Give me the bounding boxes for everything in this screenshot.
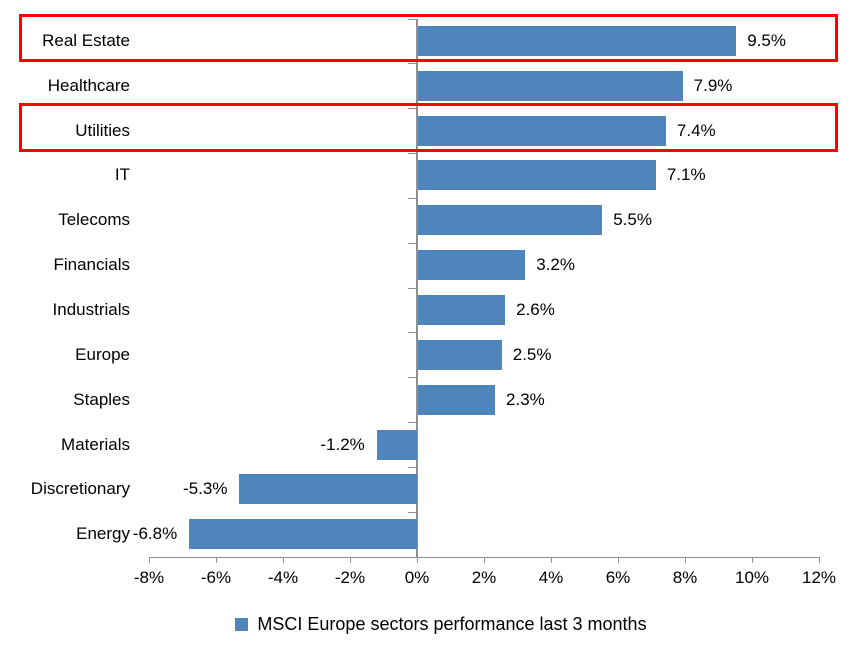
- y-axis-line: [416, 18, 418, 557]
- x-axis-tick-label: -2%: [334, 568, 366, 587]
- category-label-industrials: Industrials: [52, 300, 130, 320]
- category-label-energy: Energy: [76, 524, 130, 544]
- x-axis-tick: [618, 557, 619, 563]
- x-axis-tick: [350, 557, 351, 563]
- x-axis-tick: [216, 557, 217, 563]
- value-label-it: 7.1%: [666, 165, 706, 185]
- category-label-telecoms: Telecoms: [58, 210, 130, 230]
- highlight-box-real-estate: [19, 13, 838, 63]
- category-label-financials: Financials: [53, 255, 130, 275]
- x-axis-tick-label: 0%: [404, 568, 430, 587]
- x-axis-tick-label: -8%: [133, 568, 165, 587]
- x-axis-tick: [551, 557, 552, 563]
- bar-europe: [418, 339, 502, 370]
- x-axis-tick-label: 12%: [801, 568, 837, 587]
- bar-staples: [418, 384, 496, 415]
- category-tick: [408, 108, 416, 110]
- legend: MSCI Europe sectors performance last 3 m…: [30, 610, 852, 638]
- category-tick: [408, 332, 416, 334]
- x-axis-tick: [752, 557, 753, 563]
- legend-label: MSCI Europe sectors performance last 3 m…: [257, 613, 647, 634]
- highlight-box-utilities: [19, 103, 838, 153]
- bar-telecoms: [418, 205, 603, 236]
- bar-materials: [376, 429, 417, 460]
- x-axis-tick-label: 8%: [672, 568, 698, 587]
- category-tick: [408, 18, 416, 20]
- category-tick: [408, 153, 416, 155]
- x-axis-tick-label: 2%: [471, 568, 497, 587]
- x-axis-tick-label: -4%: [267, 568, 299, 587]
- x-axis-tick: [484, 557, 485, 563]
- bar-real-estate: [418, 25, 737, 56]
- bar-it: [418, 160, 656, 191]
- legend-swatch-icon: [235, 617, 249, 631]
- x-axis-tick-label: 10%: [734, 568, 770, 587]
- value-label-europe: 2.5%: [512, 344, 552, 364]
- value-label-financials: 3.2%: [536, 255, 575, 275]
- value-label-utilities: 7.4%: [676, 120, 716, 140]
- x-axis-tick-label: 4%: [538, 568, 564, 587]
- x-axis-tick: [685, 557, 686, 563]
- x-axis-tick-label: 6%: [605, 568, 631, 587]
- bar-industrials: [418, 295, 506, 326]
- bar-utilities: [418, 115, 666, 146]
- x-axis-tick-label: -6%: [200, 568, 232, 587]
- bar-energy: [189, 519, 417, 550]
- bar-financials: [418, 250, 526, 281]
- category-label-utilities: Utilities: [75, 120, 130, 140]
- value-label-staples: 2.3%: [506, 389, 545, 409]
- category-label-real-estate: Real Estate: [42, 30, 130, 50]
- category-label-staples: Staples: [73, 389, 130, 409]
- x-axis-tick: [819, 557, 820, 563]
- category-label-materials: Materials: [61, 434, 130, 454]
- category-tick: [408, 377, 416, 379]
- x-axis-tick: [417, 557, 418, 563]
- category-tick: [408, 422, 416, 424]
- x-axis-tick: [149, 557, 150, 563]
- bar-healthcare: [418, 70, 683, 101]
- category-tick: [408, 511, 416, 513]
- value-label-discretionary: -5.3%: [183, 479, 228, 499]
- category-label-it: IT: [114, 165, 130, 185]
- value-label-real-estate: 9.5%: [747, 30, 786, 50]
- x-axis-tick: [283, 557, 284, 563]
- category-tick: [408, 197, 416, 199]
- value-label-industrials: 2.6%: [516, 300, 555, 320]
- category-label-healthcare: Healthcare: [47, 75, 130, 95]
- bar-discretionary: [239, 474, 417, 505]
- category-label-discretionary: Discretionary: [30, 479, 130, 499]
- category-tick: [408, 287, 416, 289]
- value-label-healthcare: 7.9%: [693, 75, 733, 95]
- value-label-energy: -6.8%: [132, 524, 178, 544]
- value-label-telecoms: 5.5%: [613, 210, 652, 230]
- category-tick: [408, 63, 416, 65]
- category-tick: [408, 467, 416, 468]
- category-tick: [408, 242, 416, 244]
- value-label-materials: -1.2%: [320, 434, 365, 454]
- category-label-europe: Europe: [75, 344, 130, 364]
